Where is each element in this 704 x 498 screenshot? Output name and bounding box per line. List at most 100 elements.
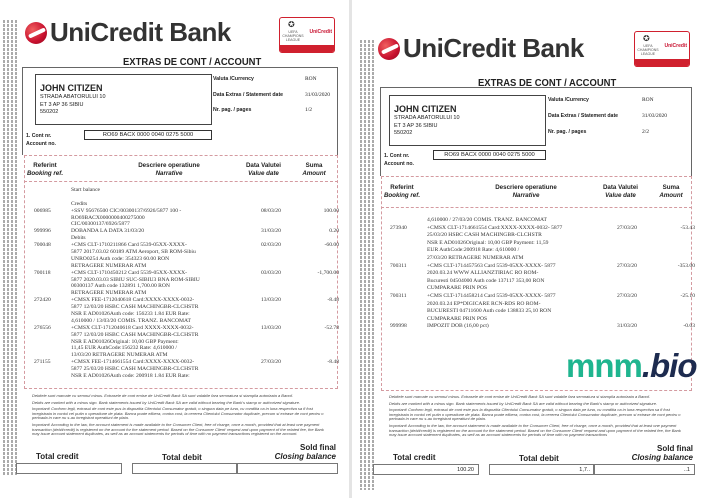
narrative-line: NSR E AD01026Auth code: 200918 1.84 EUR … bbox=[71, 373, 190, 380]
address-line: STRADA ABATORULUI 10 bbox=[394, 115, 460, 121]
football-star-icon: ✪ bbox=[288, 20, 295, 29]
account-number: RO69 BACX 0000 0040 0275 5000 bbox=[433, 150, 546, 160]
account-label-en: Account no. bbox=[384, 161, 414, 167]
value-date: 27/03/20 bbox=[617, 292, 637, 299]
value-date: 31/03/20 bbox=[261, 228, 281, 235]
info-label: Nr. pag. / pages bbox=[548, 129, 587, 135]
narrative-line: NSR E AD01026Auth code: 156233 1.84 EUR … bbox=[71, 311, 190, 318]
account-label-en: Account no. bbox=[26, 141, 56, 147]
footer-paragraph: Important! According to the law, the acc… bbox=[389, 422, 681, 438]
amount bbox=[303, 235, 339, 242]
amount bbox=[659, 217, 695, 225]
margin-legal-text bbox=[360, 40, 374, 490]
transaction-row: 999996 DOBANDA LA DATA 31/03/20 31/03/20 0.… bbox=[34, 228, 339, 235]
booking-ref: 006985 bbox=[34, 207, 51, 214]
bank-name: UniCredit Bank bbox=[403, 33, 584, 63]
bank-name: UniCredit Bank bbox=[50, 17, 231, 47]
booking-ref: 700311 bbox=[390, 292, 407, 299]
booking-ref bbox=[34, 187, 71, 194]
column-header-label-en: Narrative bbox=[155, 169, 183, 177]
margin-text-line bbox=[364, 40, 366, 490]
amount bbox=[303, 201, 339, 208]
amount bbox=[303, 345, 339, 352]
transaction-row: 5877 12/03/20 HSBC CASH MACHINGBR-CLCHST… bbox=[34, 332, 339, 339]
narrative-line: 5877 25/03/20 HSBC CASH MACHINGBR-CLCHST… bbox=[71, 366, 199, 373]
booking-ref: 999996 bbox=[34, 228, 51, 235]
transaction-row: Credits bbox=[34, 201, 339, 208]
amount bbox=[659, 232, 695, 240]
value-date bbox=[261, 311, 303, 318]
total-credit-field: 100.20 bbox=[373, 464, 479, 475]
closing-label: Sold final bbox=[657, 444, 693, 453]
customer-name: JOHN CITIZEN bbox=[394, 104, 457, 114]
value-date bbox=[261, 235, 303, 242]
customer-name: JOHN CITIZEN bbox=[40, 83, 103, 93]
value-date bbox=[261, 345, 303, 352]
amount bbox=[303, 352, 339, 359]
value-date bbox=[261, 373, 303, 380]
narrative-line: 2020.03.24 WWW ALLIANZTIRIAC RO ROM- bbox=[427, 270, 539, 277]
badge-brand: UniCredit bbox=[309, 29, 333, 35]
statement-frame bbox=[380, 87, 692, 176]
unicredit-logo-icon bbox=[25, 21, 47, 44]
column-header-amount: Suma Amount bbox=[294, 162, 334, 177]
narrative-line: CIC/00300137/6926/5877 bbox=[71, 221, 130, 228]
narrative-line: NSR E AD01026Original: 10,00 GBP Payment… bbox=[427, 239, 549, 246]
booking-ref bbox=[34, 318, 71, 325]
transaction-row: EUR AuthCode:200918 Rate: 4,610000 / bbox=[390, 247, 695, 255]
transaction-row: 2020.03.24 EP*DIGICARE RCN-RDS RO ROM- bbox=[390, 301, 695, 309]
amount: -1,700.00 bbox=[317, 269, 339, 276]
total-debit-field: 1,7.. bbox=[489, 464, 595, 475]
booking-ref bbox=[34, 283, 71, 290]
address-line: ET 3 AP 36 SIBIU bbox=[40, 101, 84, 108]
total-debit-field bbox=[132, 463, 238, 474]
badge-text: UEFA CHAMPIONS LEAGUE bbox=[637, 44, 659, 56]
narrative-line: 00300137 Auth code 132891 1,700.00 RON bbox=[71, 283, 170, 290]
statement-page-2: UniCredit Bank ✪ UEFA CHAMPIONS LEAGUE UniC… bbox=[352, 0, 704, 498]
narrative-line: +CMS CLT-1710450212 Card 5539-05XX-XXXX- bbox=[71, 269, 188, 276]
value-date bbox=[261, 277, 303, 284]
column-header-desc: Descriere operatiune Narrative bbox=[471, 184, 581, 199]
amount bbox=[659, 255, 695, 263]
address-line: 550202 bbox=[40, 109, 59, 115]
footer-paragraph: Debits are marked with a minus sign. Ban… bbox=[32, 399, 301, 405]
statement-frame bbox=[22, 67, 338, 155]
customer-address-box: JOHN CITIZEN STRADA ABATORULUI 10 ET 3 AP … bbox=[389, 95, 546, 146]
booking-ref bbox=[390, 308, 427, 316]
narrative-line: +CMS CLT-1710211866 Card 5539-05XX-XXXX- bbox=[71, 242, 187, 249]
value-date bbox=[261, 221, 303, 228]
watermark: mnm.bio bbox=[566, 347, 697, 384]
transaction-row: 272420 +CMSX FEE-1712040618 Card:XXXX-XXX… bbox=[34, 297, 339, 304]
champions-league-badge: ✪ UEFA CHAMPIONS LEAGUE UniCredit bbox=[279, 17, 335, 53]
address-line: STRADA ABATORULUI 10 bbox=[40, 94, 106, 100]
info-value: RON bbox=[642, 97, 654, 103]
amount bbox=[303, 263, 339, 270]
booking-ref bbox=[390, 270, 427, 278]
total-closing-field: ..1 bbox=[593, 464, 695, 475]
booking-ref bbox=[34, 256, 71, 263]
column-header-label-en: Value date bbox=[248, 169, 279, 177]
column-header-label-en: Amount bbox=[302, 169, 326, 177]
info-value: 2/2 bbox=[642, 129, 650, 135]
transaction-row: Debits bbox=[34, 235, 339, 242]
transactions-list: 4,610000 / 27/03/20 COMIS. TRANZ. BANCOM… bbox=[390, 217, 695, 331]
column-header-label-en: Narrative bbox=[512, 191, 540, 199]
booking-ref bbox=[34, 345, 71, 352]
badge-band bbox=[280, 45, 334, 52]
footer-paragraph: Debitele sunt marcate cu semnul minus. E… bbox=[32, 393, 294, 398]
amount bbox=[659, 301, 695, 309]
transaction-row: 5877 2020.03.03 SIBIU SUC-SIBIU3 BNA ROM… bbox=[34, 277, 339, 284]
narrative-line: IMPOZIT DOB (16,00 pct) bbox=[427, 323, 489, 330]
value-date bbox=[261, 194, 303, 201]
transactions-list: Start balance Credits 006985 +SSV 95676500… bbox=[34, 187, 339, 380]
total-credit-field bbox=[16, 463, 122, 474]
value-date: 03/03/20 bbox=[261, 269, 281, 276]
value-date bbox=[617, 255, 659, 263]
legal-footer: Debitele sunt marcate cu semnul minus. E… bbox=[389, 394, 687, 440]
unicredit-logo-icon bbox=[378, 37, 400, 60]
column-header-label-en: Booking ref. bbox=[26, 169, 64, 177]
narrative-line: RETRAGERE NUMERAR ATM bbox=[71, 290, 147, 297]
column-header-label: Suma bbox=[662, 184, 680, 191]
transaction-row: RETRAGERE NUMERAR ATM bbox=[34, 263, 339, 270]
column-header-ref: Referint Booking ref. bbox=[26, 162, 64, 177]
